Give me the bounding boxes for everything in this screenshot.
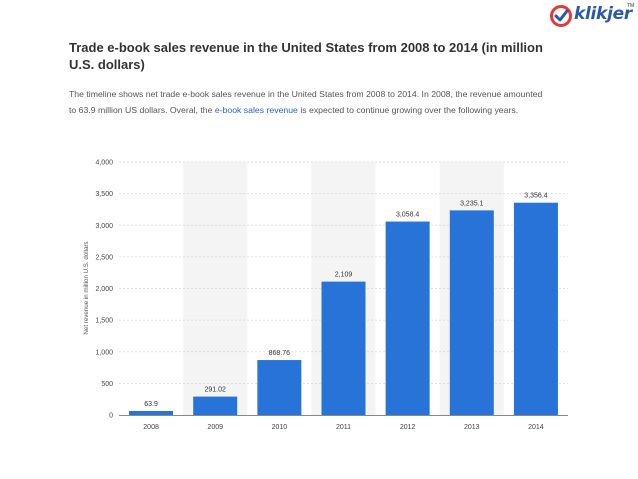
brand-name: klikjer bbox=[574, 4, 632, 24]
y-tick-label: 3,000 bbox=[95, 223, 113, 230]
ebook-sales-revenue-link[interactable]: e-book sales revenue bbox=[214, 105, 298, 115]
bar-2010 bbox=[257, 360, 302, 415]
description-text-2: is expected to continue growing over the… bbox=[297, 105, 519, 115]
y-tick-label: 3,500 bbox=[95, 191, 113, 198]
brand-logo[interactable]: klikjer TM bbox=[549, 3, 635, 29]
x-tick-label: 2009 bbox=[207, 424, 223, 431]
bar-2013 bbox=[449, 210, 494, 415]
x-tick-label: 2011 bbox=[336, 424, 351, 431]
x-tick-label: 2008 bbox=[143, 424, 159, 431]
y-axis-label: Net revenue in million U.S. dollars bbox=[83, 241, 90, 334]
chart-title: Trade e-book sales revenue in the United… bbox=[69, 40, 543, 72]
description-text-1: The timeline shows net trade e-book sale… bbox=[69, 89, 543, 115]
data-label-2011: 2,109 bbox=[335, 272, 353, 279]
data-label-2012: 3,058.4 bbox=[396, 212, 419, 219]
bar-2012 bbox=[385, 221, 430, 415]
data-label-2013: 3,235.1 bbox=[460, 200, 483, 207]
y-tick-label: 2,500 bbox=[95, 254, 113, 261]
brand-trademark: TM bbox=[627, 3, 635, 9]
y-tick-label: 2,000 bbox=[95, 286, 113, 293]
chart-description: The timeline shows net trade e-book sale… bbox=[69, 86, 549, 118]
y-tick-label: 0 bbox=[109, 413, 113, 420]
brand-mark-icon bbox=[550, 5, 572, 27]
bar-2008 bbox=[129, 410, 174, 415]
x-tick-label: 2014 bbox=[528, 424, 544, 431]
bar-2014 bbox=[513, 202, 558, 415]
data-label-2008: 63.9 bbox=[144, 401, 158, 408]
bar-2011 bbox=[321, 281, 366, 415]
data-label-2014: 3,356.4 bbox=[524, 193, 547, 200]
y-tick-label: 4,000 bbox=[95, 160, 113, 167]
y-tick-label: 1,000 bbox=[95, 349, 113, 356]
x-tick-label: 2012 bbox=[400, 424, 416, 431]
data-label-2009: 291.02 bbox=[205, 387, 227, 394]
x-tick-label: 2013 bbox=[464, 424, 480, 431]
data-label-2010: 868.76 bbox=[269, 350, 291, 357]
bar-2009 bbox=[193, 396, 238, 415]
y-tick-label: 1,500 bbox=[95, 318, 113, 325]
x-tick-label: 2010 bbox=[272, 424, 288, 431]
y-tick-label: 500 bbox=[101, 381, 113, 388]
